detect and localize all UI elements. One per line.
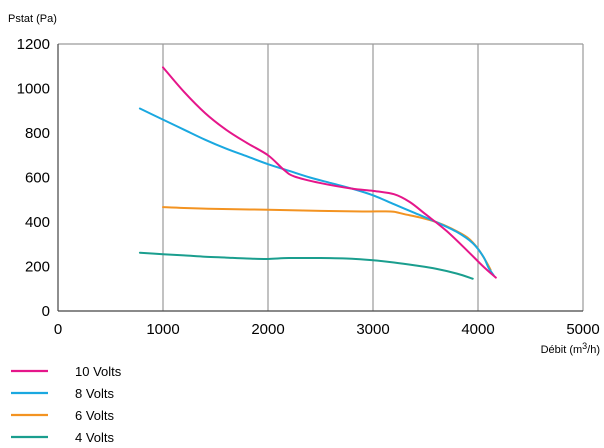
series-line-10-volts bbox=[162, 66, 497, 279]
legend-label-8-volts: 8 Volts bbox=[75, 386, 115, 401]
y-tick-label-1000: 1000 bbox=[17, 81, 50, 98]
y-tick-label-600: 600 bbox=[25, 170, 50, 187]
x-axis-title: Débit (m3/h) bbox=[541, 341, 600, 356]
y-tick-label-1200: 1200 bbox=[17, 36, 50, 53]
x-tick-label-5000: 5000 bbox=[566, 321, 599, 338]
series-line-8-volts bbox=[138, 107, 495, 277]
y-axis-title: Pstat (Pa) bbox=[8, 13, 57, 25]
x-tick-label-3000: 3000 bbox=[356, 321, 389, 338]
series-line-4-volts bbox=[138, 251, 474, 280]
legend-label-6-volts: 6 Volts bbox=[75, 408, 115, 423]
grid-layer bbox=[58, 43, 584, 311]
x-tick-label-0: 0 bbox=[54, 321, 62, 338]
y-tick-label-0: 0 bbox=[42, 303, 50, 320]
x-tick-label-1000: 1000 bbox=[146, 321, 179, 338]
legend-label-4-volts: 4 Volts bbox=[75, 430, 115, 445]
y-tick-label-800: 800 bbox=[25, 125, 50, 142]
tick-layer: 0 200 400 600 800 1000 1200 0 1000 2000 3000 4000 50… bbox=[17, 36, 600, 338]
series-layer bbox=[138, 66, 497, 280]
legend-label-10-volts: 10 Volts bbox=[75, 364, 122, 379]
y-tick-label-400: 400 bbox=[25, 214, 50, 231]
x-tick-label-2000: 2000 bbox=[251, 321, 284, 338]
series-line-6-volts bbox=[162, 206, 492, 271]
legend: 10 Volts 8 Volts 6 Volts 4 Volts bbox=[11, 364, 122, 445]
x-tick-label-4000: 4000 bbox=[461, 321, 494, 338]
axis-layer bbox=[57, 44, 583, 312]
y-tick-label-200: 200 bbox=[25, 259, 50, 276]
